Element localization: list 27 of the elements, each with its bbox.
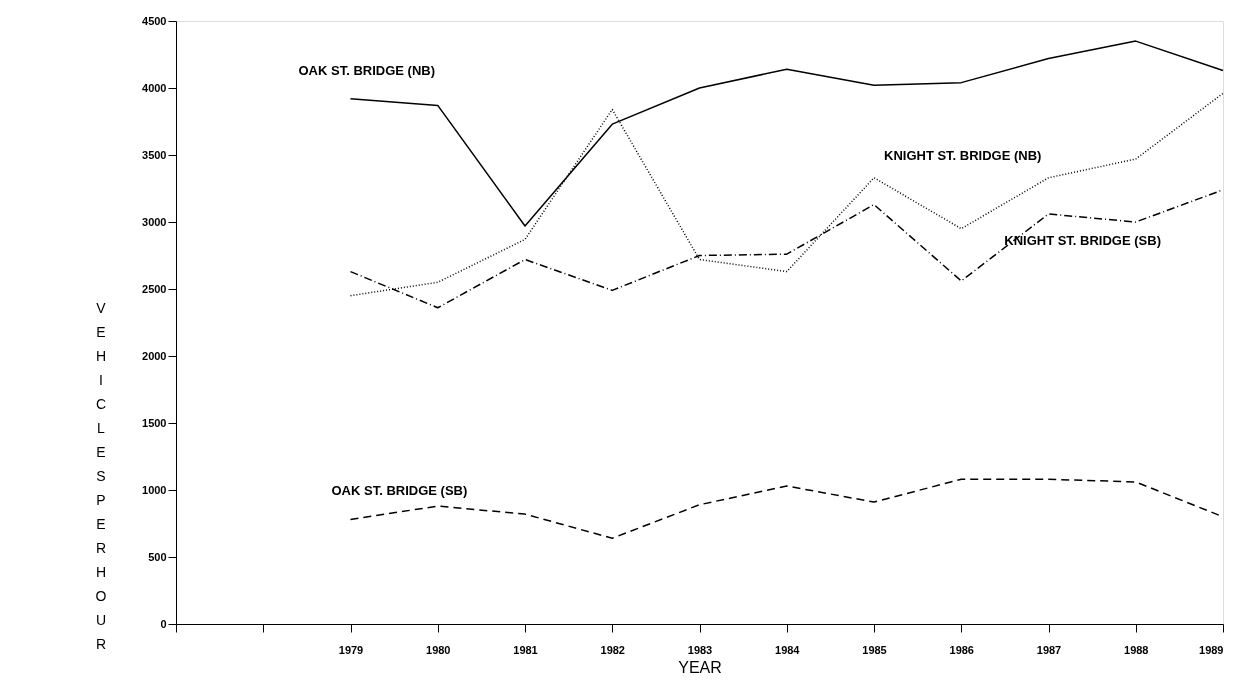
text: VEHICLES PER HOUR: [95, 299, 107, 652]
x-tick-label: 1987: [1036, 643, 1062, 656]
x-tick-label: 1982: [600, 643, 625, 656]
x-tick-label: 1980: [426, 643, 451, 656]
x-tick-label: 1989: [1199, 643, 1224, 656]
y-tick-label: 1500: [142, 416, 167, 429]
x-tick-label: 1986: [949, 643, 974, 656]
series-label: KNIGHT ST. BRIDGE (SB): [1004, 232, 1161, 248]
series-label: KNIGHT ST. BRIDGE (NB): [884, 147, 1042, 163]
x-axis-title: YEAR: [678, 658, 722, 676]
y-tick-label: 2500: [142, 282, 167, 295]
x-tick-label: 1985: [862, 643, 887, 656]
x-tick-label: 1979: [338, 643, 364, 656]
x-tick-label: 1981: [513, 643, 538, 656]
x-tick-label: 1983: [687, 643, 713, 656]
y-tick-label: 2000: [142, 349, 167, 362]
y-tick-label: 0: [160, 617, 167, 630]
y-tick-label: 3500: [142, 148, 167, 161]
y-tick-label: 1000: [142, 483, 167, 496]
x-tick-label: 1988: [1124, 643, 1149, 656]
y-tick-label: 4000: [142, 81, 167, 94]
y-tick-label: 3000: [142, 215, 167, 228]
series-label: OAK ST. BRIDGE (SB): [331, 483, 468, 499]
y-tick-label: 500: [148, 550, 167, 563]
y-tick-label: 4500: [142, 14, 167, 27]
x-tick-label: 1984: [775, 643, 801, 656]
text: OAK ST. BRIDGE (NB): [298, 62, 435, 78]
